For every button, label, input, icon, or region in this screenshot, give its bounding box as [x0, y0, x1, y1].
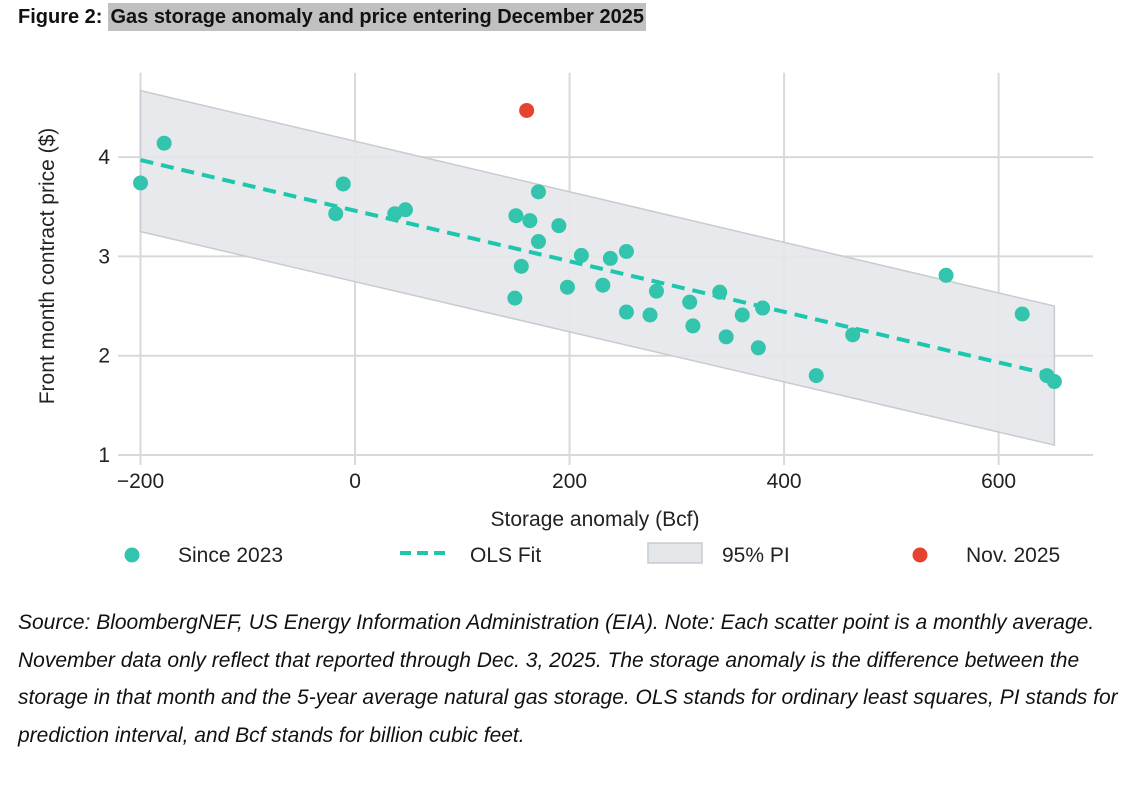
data-point-since-2023 [133, 175, 149, 191]
x-tick-label: −200 [117, 470, 164, 493]
y-tick-label: 2 [98, 345, 110, 368]
data-point-since-2023 [595, 277, 611, 293]
data-point-since-2023 [156, 135, 172, 151]
y-axis-label: Front month contract price ($) [36, 128, 59, 405]
x-tick-label: 0 [349, 470, 361, 493]
data-point-since-2023 [712, 284, 728, 300]
data-point-since-2023 [530, 234, 546, 250]
legend-label-band: 95% PI [722, 544, 790, 567]
data-point-since-2023 [685, 318, 701, 334]
data-point-since-2023 [682, 294, 698, 310]
data-point-since-2023 [551, 218, 567, 234]
data-point-since-2023 [648, 283, 664, 299]
x-axis-label: Storage anomaly (Bcf) [491, 508, 700, 531]
data-point-since-2023 [938, 267, 954, 283]
data-point-since-2023 [718, 329, 734, 345]
data-point-since-2023 [750, 340, 766, 356]
ols-line [140, 158, 1055, 378]
data-point-since-2023 [618, 243, 634, 259]
data-point-since-2023 [335, 176, 351, 192]
y-tick-label: 4 [98, 146, 110, 169]
x-tick-label: 400 [767, 470, 802, 493]
ols-fit-line [140, 158, 1055, 378]
figure-label: Figure 2: [18, 6, 103, 28]
figure-title-text: Gas storage anomaly and price entering D… [108, 3, 647, 31]
legend-marker-since-2023 [124, 547, 140, 563]
data-point-since-2023 [507, 290, 523, 306]
data-point-nov-2025 [519, 102, 535, 118]
data-point-since-2023 [602, 250, 618, 266]
data-point-since-2023 [618, 304, 634, 320]
data-point-since-2023 [642, 307, 658, 323]
legend-marker-nov-2025 [912, 547, 928, 563]
figure-caption: Source: BloombergNEF, US Energy Informat… [18, 611, 1118, 747]
data-point-since-2023 [1046, 374, 1062, 390]
data-point-since-2023 [573, 247, 589, 263]
data-point-since-2023 [522, 213, 538, 229]
legend-label-ols: OLS Fit [470, 544, 541, 567]
data-point-since-2023 [397, 202, 413, 218]
data-point-since-2023 [845, 327, 861, 343]
data-point-since-2023 [559, 279, 575, 295]
legend: Since 2023 OLS Fit 95% PI Nov. 2025 [124, 542, 1060, 567]
legend-label-since-2023: Since 2023 [178, 544, 283, 567]
y-tick-label: 1 [98, 444, 110, 467]
x-tick-label: 600 [981, 470, 1016, 493]
data-point-since-2023 [808, 368, 824, 384]
data-point-since-2023 [1014, 306, 1030, 322]
data-point-since-2023 [328, 206, 344, 222]
data-point-since-2023 [513, 258, 529, 274]
y-tick-label: 3 [98, 245, 110, 268]
data-point-since-2023 [508, 208, 524, 224]
data-point-since-2023 [755, 300, 771, 316]
legend-label-nov-2025: Nov. 2025 [966, 544, 1060, 567]
tick-labels: −200 0 200 400 600 1 2 3 4 [98, 146, 1016, 493]
data-point-since-2023 [734, 307, 750, 323]
figure-title: Figure 2: Gas storage anomaly and price e… [18, 3, 647, 31]
x-tick-label: 200 [552, 470, 587, 493]
legend-marker-band [647, 542, 703, 564]
data-point-since-2023 [530, 184, 546, 200]
scatter-chart: −200 0 200 400 600 1 2 3 4 Storage anomaly (Bcf)… [36, 72, 1093, 567]
scatter-points [133, 102, 1062, 390]
